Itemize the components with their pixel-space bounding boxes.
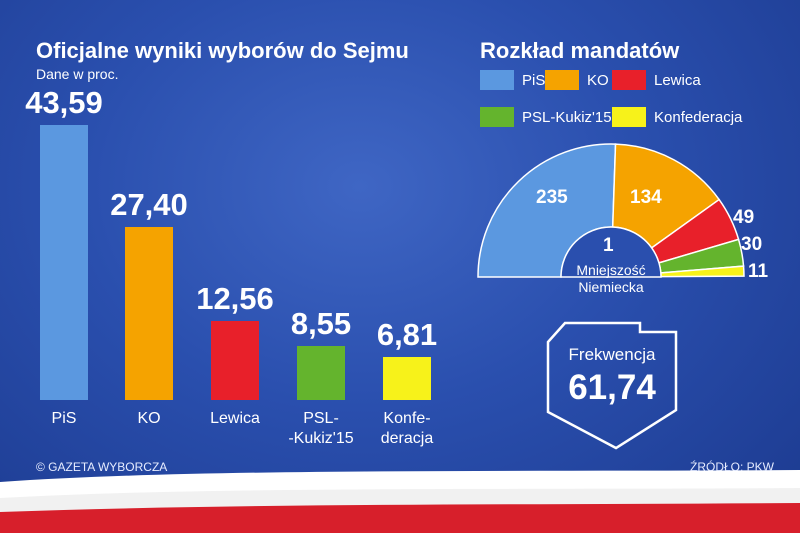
bar-category-label: Konfe-deracja [380, 410, 434, 447]
bar-1 [125, 227, 173, 400]
legend-label: PSL-Kukiz'15 [522, 108, 612, 126]
legend-item: KO [545, 70, 609, 90]
seat-count-label: 235 [536, 187, 568, 208]
bar-category-label: KO [137, 410, 161, 427]
minority-count: 1 [603, 235, 614, 256]
minority-segment [560, 226, 662, 278]
bar-value-label: 27,40 [110, 187, 188, 223]
bar-value-label: 8,55 [290, 306, 352, 342]
seat-count-label: 30 [741, 234, 763, 255]
turnout-outline [546, 321, 678, 450]
bar-value-label: 12,56 [196, 280, 274, 316]
bar-chart-title: Oficjalne wyniki wyborów do Sejmu [36, 38, 409, 63]
legend-label: KO [587, 71, 609, 89]
legend-item: PiS [480, 70, 545, 90]
bar-category-label: PSL- -Kukiz'15 [288, 410, 354, 447]
legend-item: PSL-Kukiz'15 [480, 107, 612, 127]
bar-2 [211, 320, 259, 400]
bar-value-label: 43,59 [25, 85, 103, 120]
copyright: © GAZETA WYBORCZA [36, 460, 168, 474]
seat-count-label: 134 [630, 187, 662, 208]
legend-swatch [480, 107, 514, 127]
bar-category-label: Lewica [210, 410, 260, 427]
bar-chart-subtitle: Dane w proc. [36, 66, 119, 82]
bar-0 [40, 125, 88, 400]
seat-chart-title: Rozkład mandatów [480, 38, 680, 63]
minority-label: Mniejszość Niemiecka [576, 262, 646, 295]
bar-3 [297, 346, 345, 400]
legend-swatch [545, 70, 579, 90]
legend-item: Konfederacja [612, 107, 742, 127]
bar-4 [383, 357, 431, 400]
bar-category-label: PiS [51, 410, 77, 427]
legend-swatch [612, 70, 646, 90]
source: ŹRÓDŁO: PKW [690, 460, 775, 474]
legend-item: Lewica [612, 70, 701, 90]
legend-label: Lewica [654, 71, 701, 89]
legend-swatch [480, 70, 514, 90]
legend-swatch [612, 107, 646, 127]
legend-label: PiS [522, 71, 546, 89]
bar-value-label: 6,81 [376, 317, 438, 353]
turnout-value: 61,74 [568, 368, 656, 407]
turnout-label: Frekwencja [568, 345, 656, 364]
seat-count-label: 11 [748, 261, 769, 282]
seat-count-label: 49 [733, 207, 755, 228]
legend-label: Konfederacja [654, 108, 743, 126]
